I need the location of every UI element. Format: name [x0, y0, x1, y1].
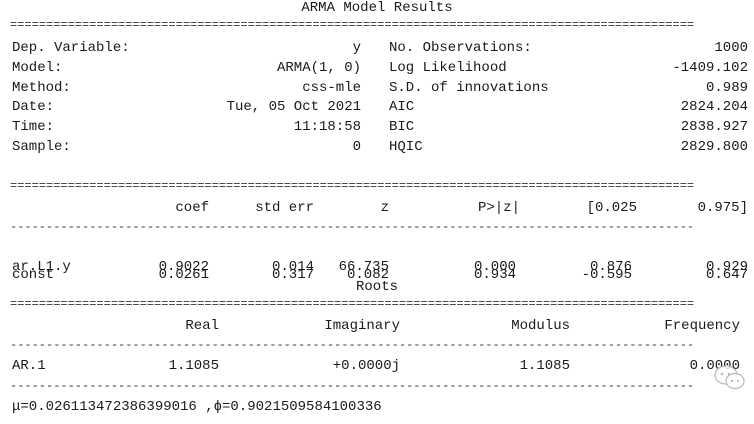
summary-right-value: 0.989: [705, 80, 748, 96]
roots-header: Frequency: [664, 318, 740, 334]
roots-header: Real: [185, 318, 219, 334]
wechat-icon: [714, 365, 745, 390]
roots-row-name: AR.1: [12, 358, 46, 374]
roots-bottom-rule: ----------------------------------------…: [10, 381, 695, 391]
coef-header: [0.025: [586, 200, 637, 216]
coef-header: P>|z|: [477, 200, 520, 216]
roots-header: Modulus: [511, 318, 570, 334]
summary-left-label: Method:: [12, 80, 71, 96]
coef-cell: 0.876: [589, 259, 632, 275]
summary-left-label: Sample:: [12, 139, 71, 155]
summary-left-label: Date:: [12, 99, 55, 115]
coef-header-rule: ----------------------------------------…: [10, 222, 695, 232]
summary-right-value: 2838.927: [680, 119, 748, 135]
footer-params: μ=0.026113472386399016 ,ϕ=0.902150958410…: [12, 399, 382, 415]
coef-cell: 0.000: [473, 259, 516, 275]
summary-right-label: S.D. of innovations: [389, 80, 549, 96]
coef-row-name: ar.L1.y: [12, 259, 71, 275]
summary-right-value: 2824.204: [680, 99, 748, 115]
roots-cell: +0.0000j: [332, 358, 400, 374]
roots-cell: 1.1085: [168, 358, 219, 374]
roots-top-double-rule: ========================================…: [10, 299, 695, 309]
summary-left-value: ARMA(1, 0): [276, 60, 361, 76]
coef-cell: 0.317: [271, 267, 314, 283]
summary-left-label: Dep. Variable:: [12, 40, 130, 56]
summary-right-value: 2829.800: [680, 139, 748, 155]
summary-left-label: Time:: [12, 119, 55, 135]
coef-row-name: const: [12, 267, 55, 283]
coef-cell: 0.647: [705, 267, 748, 283]
coef-cell: -0.595: [581, 267, 632, 283]
coef-cell: 66.735: [338, 259, 389, 275]
coef-cell: 0.0261: [158, 267, 209, 283]
summary-right-value: 1000: [714, 40, 748, 56]
roots-header-rule: ----------------------------------------…: [10, 340, 695, 350]
summary-left-value: Tue, 05 Oct 2021: [226, 99, 361, 115]
coef-cell: 0.934: [473, 267, 516, 283]
summary-right-label: Log Likelihood: [389, 60, 507, 76]
summary-right-value: -1409.102: [672, 60, 748, 76]
summary-left-value: 0: [352, 139, 361, 155]
coef-header: std err: [255, 200, 314, 216]
coef-header: 0.975]: [697, 200, 748, 216]
top-double-rule: ========================================…: [10, 20, 695, 30]
summary-right-label: No. Observations:: [389, 40, 532, 56]
summary-right-label: AIC: [389, 99, 415, 115]
report-title: ARMA Model Results: [301, 0, 453, 16]
summary-left-label: Model:: [12, 60, 63, 76]
coef-cell: 0.082: [346, 267, 389, 283]
coef-top-double-rule: ========================================…: [10, 181, 695, 191]
coef-cell: 0.9022: [158, 259, 209, 275]
summary-right-label: HQIC: [389, 139, 423, 155]
roots-cell: 1.1085: [519, 358, 570, 374]
roots-header: Imaginary: [324, 318, 400, 334]
coef-header: coef: [175, 200, 209, 216]
summary-left-value: css-mle: [302, 80, 361, 96]
coef-cell: 0.929: [705, 259, 748, 275]
roots-title: Roots: [355, 279, 398, 295]
coef-header: z: [380, 200, 389, 216]
summary-left-value: 11:18:58: [293, 119, 361, 135]
summary-left-value: y: [352, 40, 361, 56]
summary-right-label: BIC: [389, 119, 415, 135]
coef-cell: 0.014: [271, 259, 314, 275]
